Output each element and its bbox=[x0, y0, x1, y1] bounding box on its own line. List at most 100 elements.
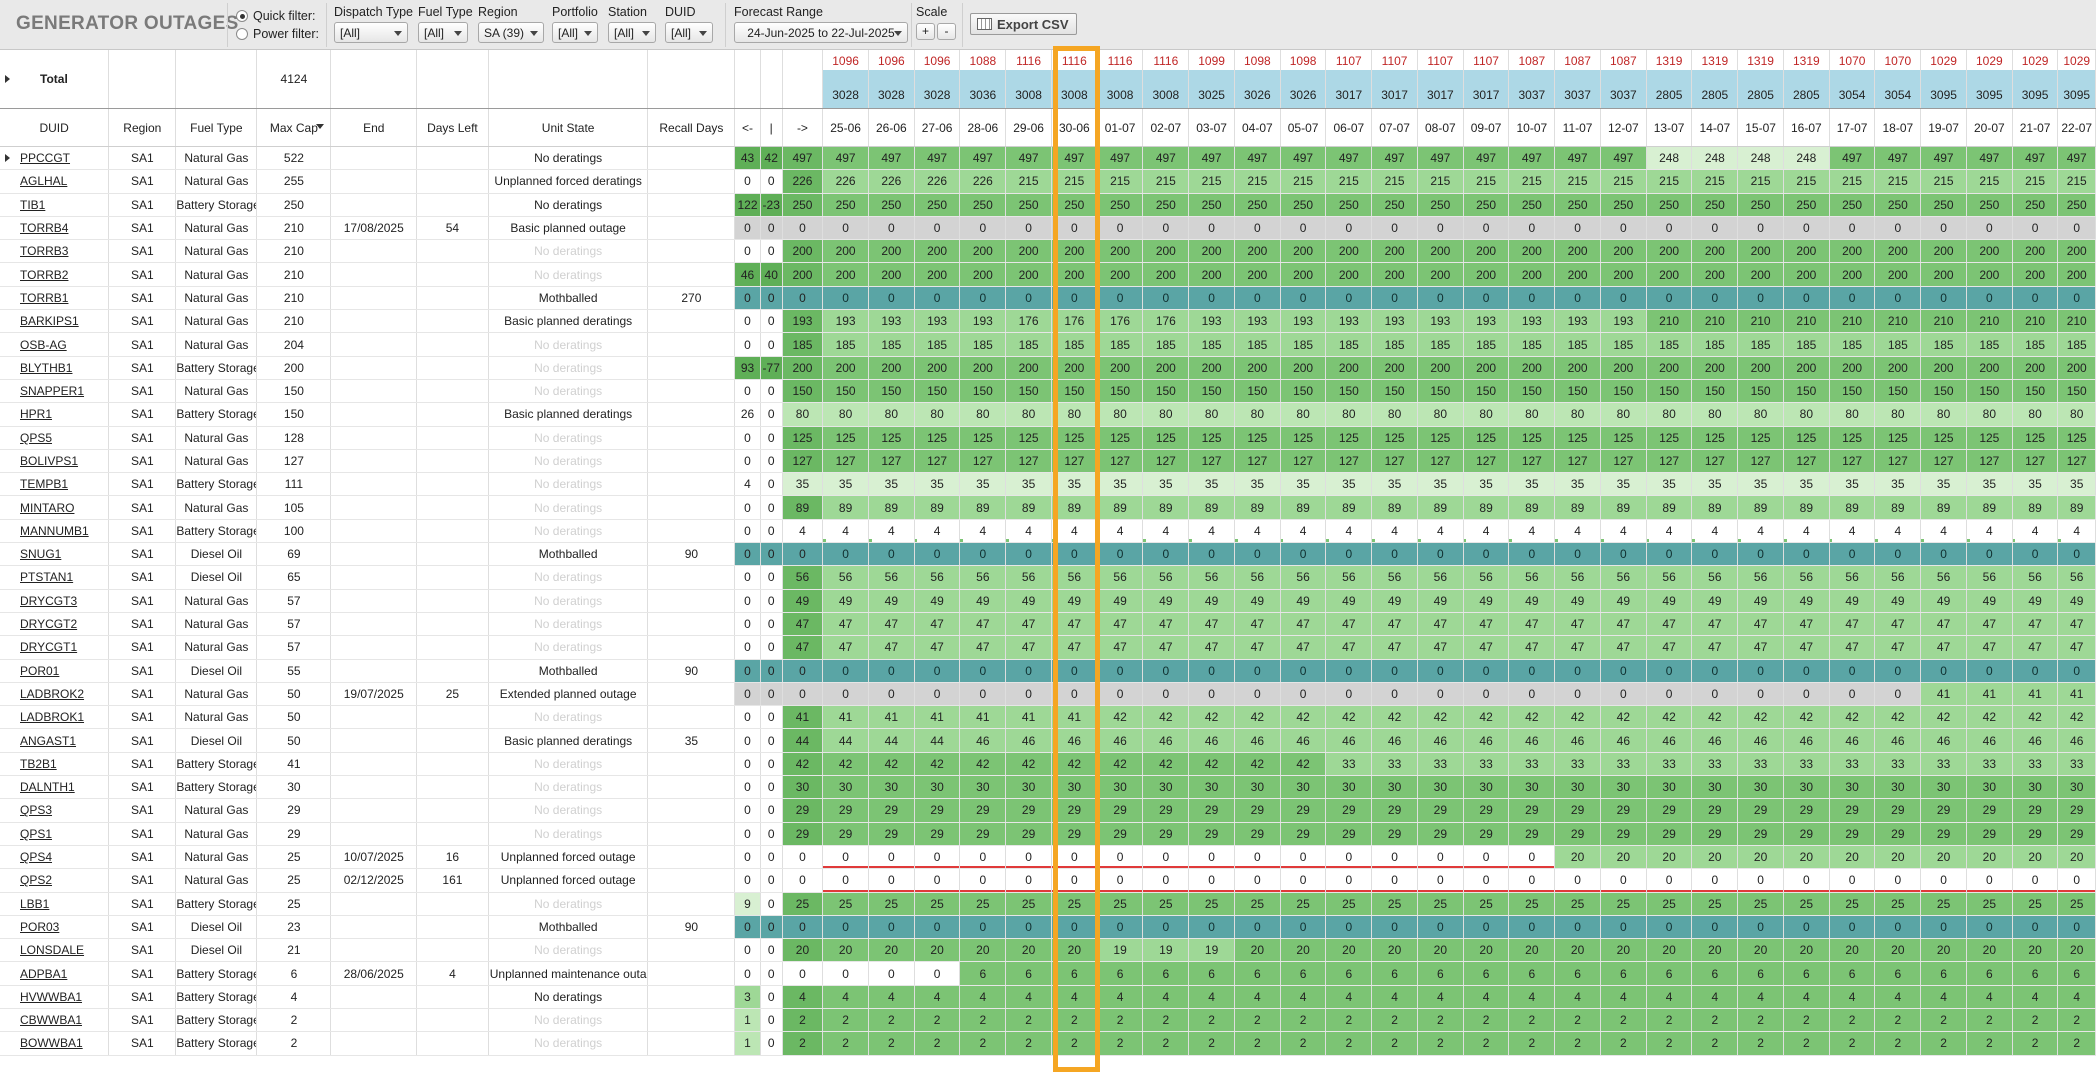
header-date[interactable]: 19-07 bbox=[1920, 108, 1967, 147]
header-date[interactable]: 11-07 bbox=[1554, 108, 1601, 147]
table-row[interactable]: LADBROK2 SA1 Natural Gas 50 19/07/2025 25 Exte… bbox=[0, 682, 2096, 707]
duid-link[interactable]: DRYCGT2 bbox=[0, 612, 110, 637]
header-date[interactable]: 08-07 bbox=[1417, 108, 1464, 147]
duid-link[interactable]: CBWWBA1 bbox=[0, 1008, 110, 1033]
table-row[interactable]: QPS4 SA1 Natural Gas 25 10/07/2025 16 Unplanne… bbox=[0, 845, 2096, 870]
header-date[interactable]: 09-07 bbox=[1463, 108, 1510, 147]
region-dropdown[interactable]: SA (39) bbox=[478, 22, 544, 43]
duid-link[interactable]: ANGAST1 bbox=[0, 728, 110, 753]
duid-link[interactable]: TB2B1 bbox=[0, 752, 110, 777]
duid-link[interactable]: PTSTAN1 bbox=[0, 565, 110, 590]
header-date[interactable]: 28-06 bbox=[959, 108, 1007, 147]
duid-link[interactable]: AGLHAL bbox=[0, 169, 110, 194]
header-next[interactable]: -> bbox=[782, 108, 824, 147]
table-row[interactable]: BARKIPS1 SA1 Natural Gas 210 Basic planned d… bbox=[0, 309, 2096, 334]
header-date[interactable]: 25-06 bbox=[822, 108, 869, 147]
table-row[interactable]: QPS5 SA1 Natural Gas 128 No deratings 0 0 125 12… bbox=[0, 426, 2096, 450]
header-duid[interactable]: DUID bbox=[0, 108, 110, 147]
header-date[interactable]: 22-07 bbox=[2057, 108, 2096, 147]
header-days-left[interactable]: Days Left bbox=[416, 108, 489, 147]
table-row[interactable]: TORRB1 SA1 Natural Gas 210 Mothballed 270 0 0 0 0… bbox=[0, 286, 2096, 311]
header-region[interactable]: Region bbox=[108, 108, 177, 147]
header-date[interactable]: 15-07 bbox=[1737, 108, 1784, 147]
fuel-type-dropdown[interactable]: [All] bbox=[418, 22, 468, 43]
duid-link[interactable]: POR03 bbox=[0, 915, 110, 940]
header-date[interactable]: 17-07 bbox=[1829, 108, 1876, 147]
header-recall[interactable]: Recall Days bbox=[647, 108, 736, 147]
table-row[interactable]: PPCCGT SA1 Natural Gas 522 No deratings 43 42 4… bbox=[0, 146, 2096, 171]
duid-link[interactable]: SNAPPER1 bbox=[0, 379, 110, 404]
header-date[interactable]: 02-07 bbox=[1142, 108, 1190, 147]
header-date[interactable]: 18-07 bbox=[1874, 108, 1922, 147]
table-row[interactable]: MINTARO SA1 Natural Gas 105 No deratings 0 0 89… bbox=[0, 495, 2096, 520]
header-date[interactable]: 29-06 bbox=[1005, 108, 1052, 147]
table-row[interactable]: CBWWBA1 SA1 Battery Storage 2 No deratings 1 0… bbox=[0, 1008, 2096, 1033]
table-row[interactable]: TORRB3 SA1 Natural Gas 210 No deratings 0 0 200… bbox=[0, 239, 2096, 264]
duid-link[interactable]: MINTARO bbox=[0, 495, 110, 520]
table-row[interactable]: LBB1 SA1 Battery Storage 25 No deratings 9 0 25… bbox=[0, 892, 2096, 916]
table-row[interactable]: DRYCGT2 SA1 Natural Gas 57 No deratings 0 0 47 4… bbox=[0, 612, 2096, 637]
table-row[interactable]: SNAPPER1 SA1 Natural Gas 150 No deratings 0 0 1… bbox=[0, 379, 2096, 404]
table-row[interactable]: MANNUMB1 SA1 Battery Storage 100 No derating… bbox=[0, 519, 2096, 544]
duid-link[interactable]: TIB1 bbox=[0, 193, 110, 217]
header-date[interactable]: 07-07 bbox=[1371, 108, 1418, 147]
duid-link[interactable]: TEMPB1 bbox=[0, 472, 110, 497]
header-date[interactable]: 12-07 bbox=[1600, 108, 1647, 147]
header-date[interactable]: 30-06 bbox=[1051, 108, 1098, 147]
table-row[interactable]: QPS3 SA1 Natural Gas 29 No deratings 0 0 29 29 29… bbox=[0, 798, 2096, 823]
duid-link[interactable]: QPS5 bbox=[0, 426, 110, 450]
duid-link[interactable]: HVWWBA1 bbox=[0, 985, 110, 1009]
table-row[interactable]: QPS2 SA1 Natural Gas 25 02/12/2025 161 Unplann… bbox=[0, 868, 2096, 893]
table-row[interactable]: POR03 SA1 Diesel Oil 23 Mothballed 90 0 0 0 0 0 0 0 0… bbox=[0, 915, 2096, 940]
header-date[interactable]: 13-07 bbox=[1646, 108, 1693, 147]
forecast-range-picker[interactable]: 24-Jun-2025 to 22-Jul-2025 bbox=[734, 22, 908, 43]
duid-link[interactable]: LADBROK2 bbox=[0, 682, 110, 707]
header-state[interactable]: Unit State bbox=[488, 108, 649, 147]
dispatch-type-dropdown[interactable]: [All] bbox=[334, 22, 408, 43]
duid-link[interactable]: QPS4 bbox=[0, 845, 110, 870]
header-fuel[interactable]: Fuel Type bbox=[175, 108, 258, 147]
header-date[interactable]: 14-07 bbox=[1691, 108, 1739, 147]
header-date[interactable]: 03-07 bbox=[1188, 108, 1235, 147]
duid-link[interactable]: QPS3 bbox=[0, 798, 110, 823]
table-row[interactable]: BLYTHB1 SA1 Battery Storage 200 No deratings… bbox=[0, 356, 2096, 380]
table-row[interactable]: SNUG1 SA1 Diesel Oil 69 Mothballed 90 0 0 0 0 0 0 0 0… bbox=[0, 542, 2096, 567]
table-row[interactable]: POR01 SA1 Diesel Oil 55 Mothballed 90 0 0 0 0 0 0 0 0… bbox=[0, 659, 2096, 683]
duid-link[interactable]: LBB1 bbox=[0, 892, 110, 916]
duid-link[interactable]: POR01 bbox=[0, 659, 110, 683]
header-end[interactable]: End bbox=[330, 108, 418, 147]
duid-link[interactable]: BOWWBA1 bbox=[0, 1031, 110, 1056]
header-date[interactable]: 21-07 bbox=[2012, 108, 2059, 147]
header-date[interactable]: 26-06 bbox=[868, 108, 915, 147]
duid-link[interactable]: QPS2 bbox=[0, 868, 110, 893]
table-row[interactable]: DALNTH1 SA1 Battery Storage 30 No deratings 0… bbox=[0, 775, 2096, 800]
duid-link[interactable]: TORRB1 bbox=[0, 286, 110, 311]
header-prev[interactable]: <- bbox=[734, 108, 761, 147]
duid-link[interactable]: BLYTHB1 bbox=[0, 356, 110, 380]
duid-link[interactable]: QPS1 bbox=[0, 822, 110, 846]
duid-link[interactable]: DRYCGT3 bbox=[0, 589, 110, 613]
export-csv-button[interactable]: Export CSV bbox=[970, 13, 1077, 35]
table-row[interactable]: TORRB2 SA1 Natural Gas 210 No deratings 46 40 2… bbox=[0, 262, 2096, 287]
duid-link[interactable]: BARKIPS1 bbox=[0, 309, 110, 334]
table-row[interactable]: LADBROK1 SA1 Natural Gas 50 No deratings 0 0 41… bbox=[0, 705, 2096, 730]
table-row[interactable]: HPR1 SA1 Battery Storage 150 Basic planned d… bbox=[0, 402, 2096, 427]
header-date[interactable]: 20-07 bbox=[1966, 108, 2013, 147]
header-date[interactable]: 10-07 bbox=[1508, 108, 1556, 147]
header-date[interactable]: 06-07 bbox=[1325, 108, 1373, 147]
power-filter-radio[interactable]: Power filter: bbox=[236, 27, 319, 41]
table-row[interactable]: DRYCGT1 SA1 Natural Gas 57 No deratings 0 0 47 4… bbox=[0, 635, 2096, 660]
table-row[interactable]: TEMPB1 SA1 Battery Storage 111 No deratings 4… bbox=[0, 472, 2096, 497]
header-max-cap[interactable]: Max Cap bbox=[256, 108, 332, 147]
header-date[interactable]: 05-07 bbox=[1280, 108, 1327, 147]
table-row[interactable]: TB2B1 SA1 Battery Storage 41 No deratings 0 0 4… bbox=[0, 752, 2096, 777]
duid-link[interactable]: LONSDALE bbox=[0, 938, 110, 963]
table-row[interactable]: BOLIVPS1 SA1 Natural Gas 127 No deratings 0 0 1… bbox=[0, 449, 2096, 474]
duid-link[interactable]: TORRB2 bbox=[0, 262, 110, 287]
duid-link[interactable]: MANNUMB1 bbox=[0, 519, 110, 544]
duid-link[interactable]: ADPBA1 bbox=[0, 961, 110, 986]
table-row[interactable]: PTSTAN1 SA1 Diesel Oil 65 No deratings 0 0 56 56… bbox=[0, 565, 2096, 590]
duid-link[interactable]: HPR1 bbox=[0, 402, 110, 427]
duid-link[interactable]: SNUG1 bbox=[0, 542, 110, 567]
scale-plus-button[interactable]: + bbox=[916, 23, 935, 40]
